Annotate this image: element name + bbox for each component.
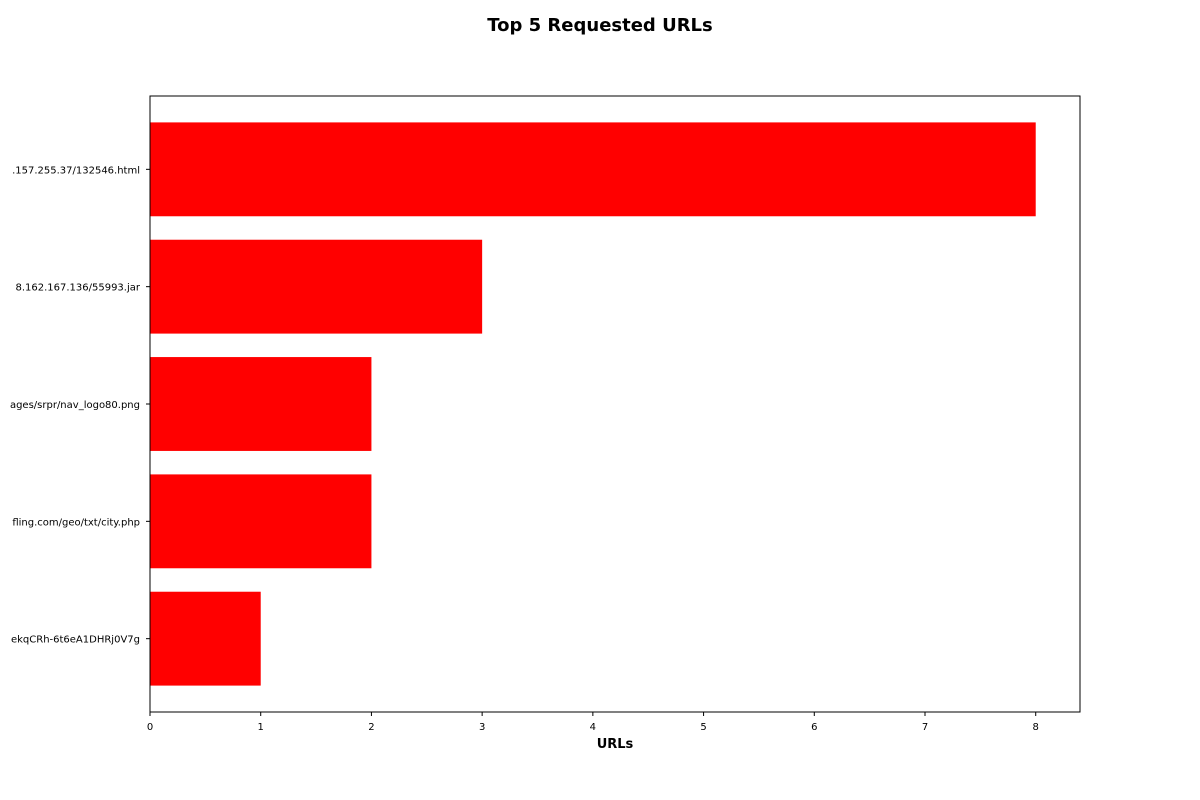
x-tick-label: 2	[368, 722, 374, 733]
x-tick-label: 7	[922, 722, 928, 733]
x-axis-label: URLs	[597, 737, 634, 752]
bars-layer	[150, 122, 1036, 686]
x-tick-label: 4	[590, 722, 596, 733]
bar	[150, 357, 372, 451]
plot-frame	[149, 95, 1081, 713]
bar	[150, 474, 372, 569]
bar	[150, 591, 261, 686]
y-tick-label: ekqCRh-6t6eA1DHRj0V7g	[11, 635, 140, 646]
x-tick-label: 8	[1033, 722, 1039, 733]
x-tick-label: 1	[258, 722, 264, 733]
y-tick-label: 8.162.167.136/55993.jar	[15, 283, 140, 294]
y-tick-label: .157.255.37/132546.html	[12, 165, 140, 176]
axes-layer: .157.255.37/132546.html 8.162.167.136/559…	[10, 95, 1081, 733]
x-tick-label: 3	[479, 722, 485, 733]
chart-title: Top 5 Requested URLs	[487, 15, 713, 36]
x-tick-label: 0	[147, 722, 153, 733]
x-tick-label: 5	[700, 722, 706, 733]
y-tick-label: ages/srpr/nav_logo80.png	[10, 400, 140, 411]
x-tick-label: 6	[811, 722, 817, 733]
bar	[150, 239, 483, 334]
bar	[150, 122, 1036, 217]
y-tick-label: fling.com/geo/txt/city.php	[12, 517, 140, 528]
